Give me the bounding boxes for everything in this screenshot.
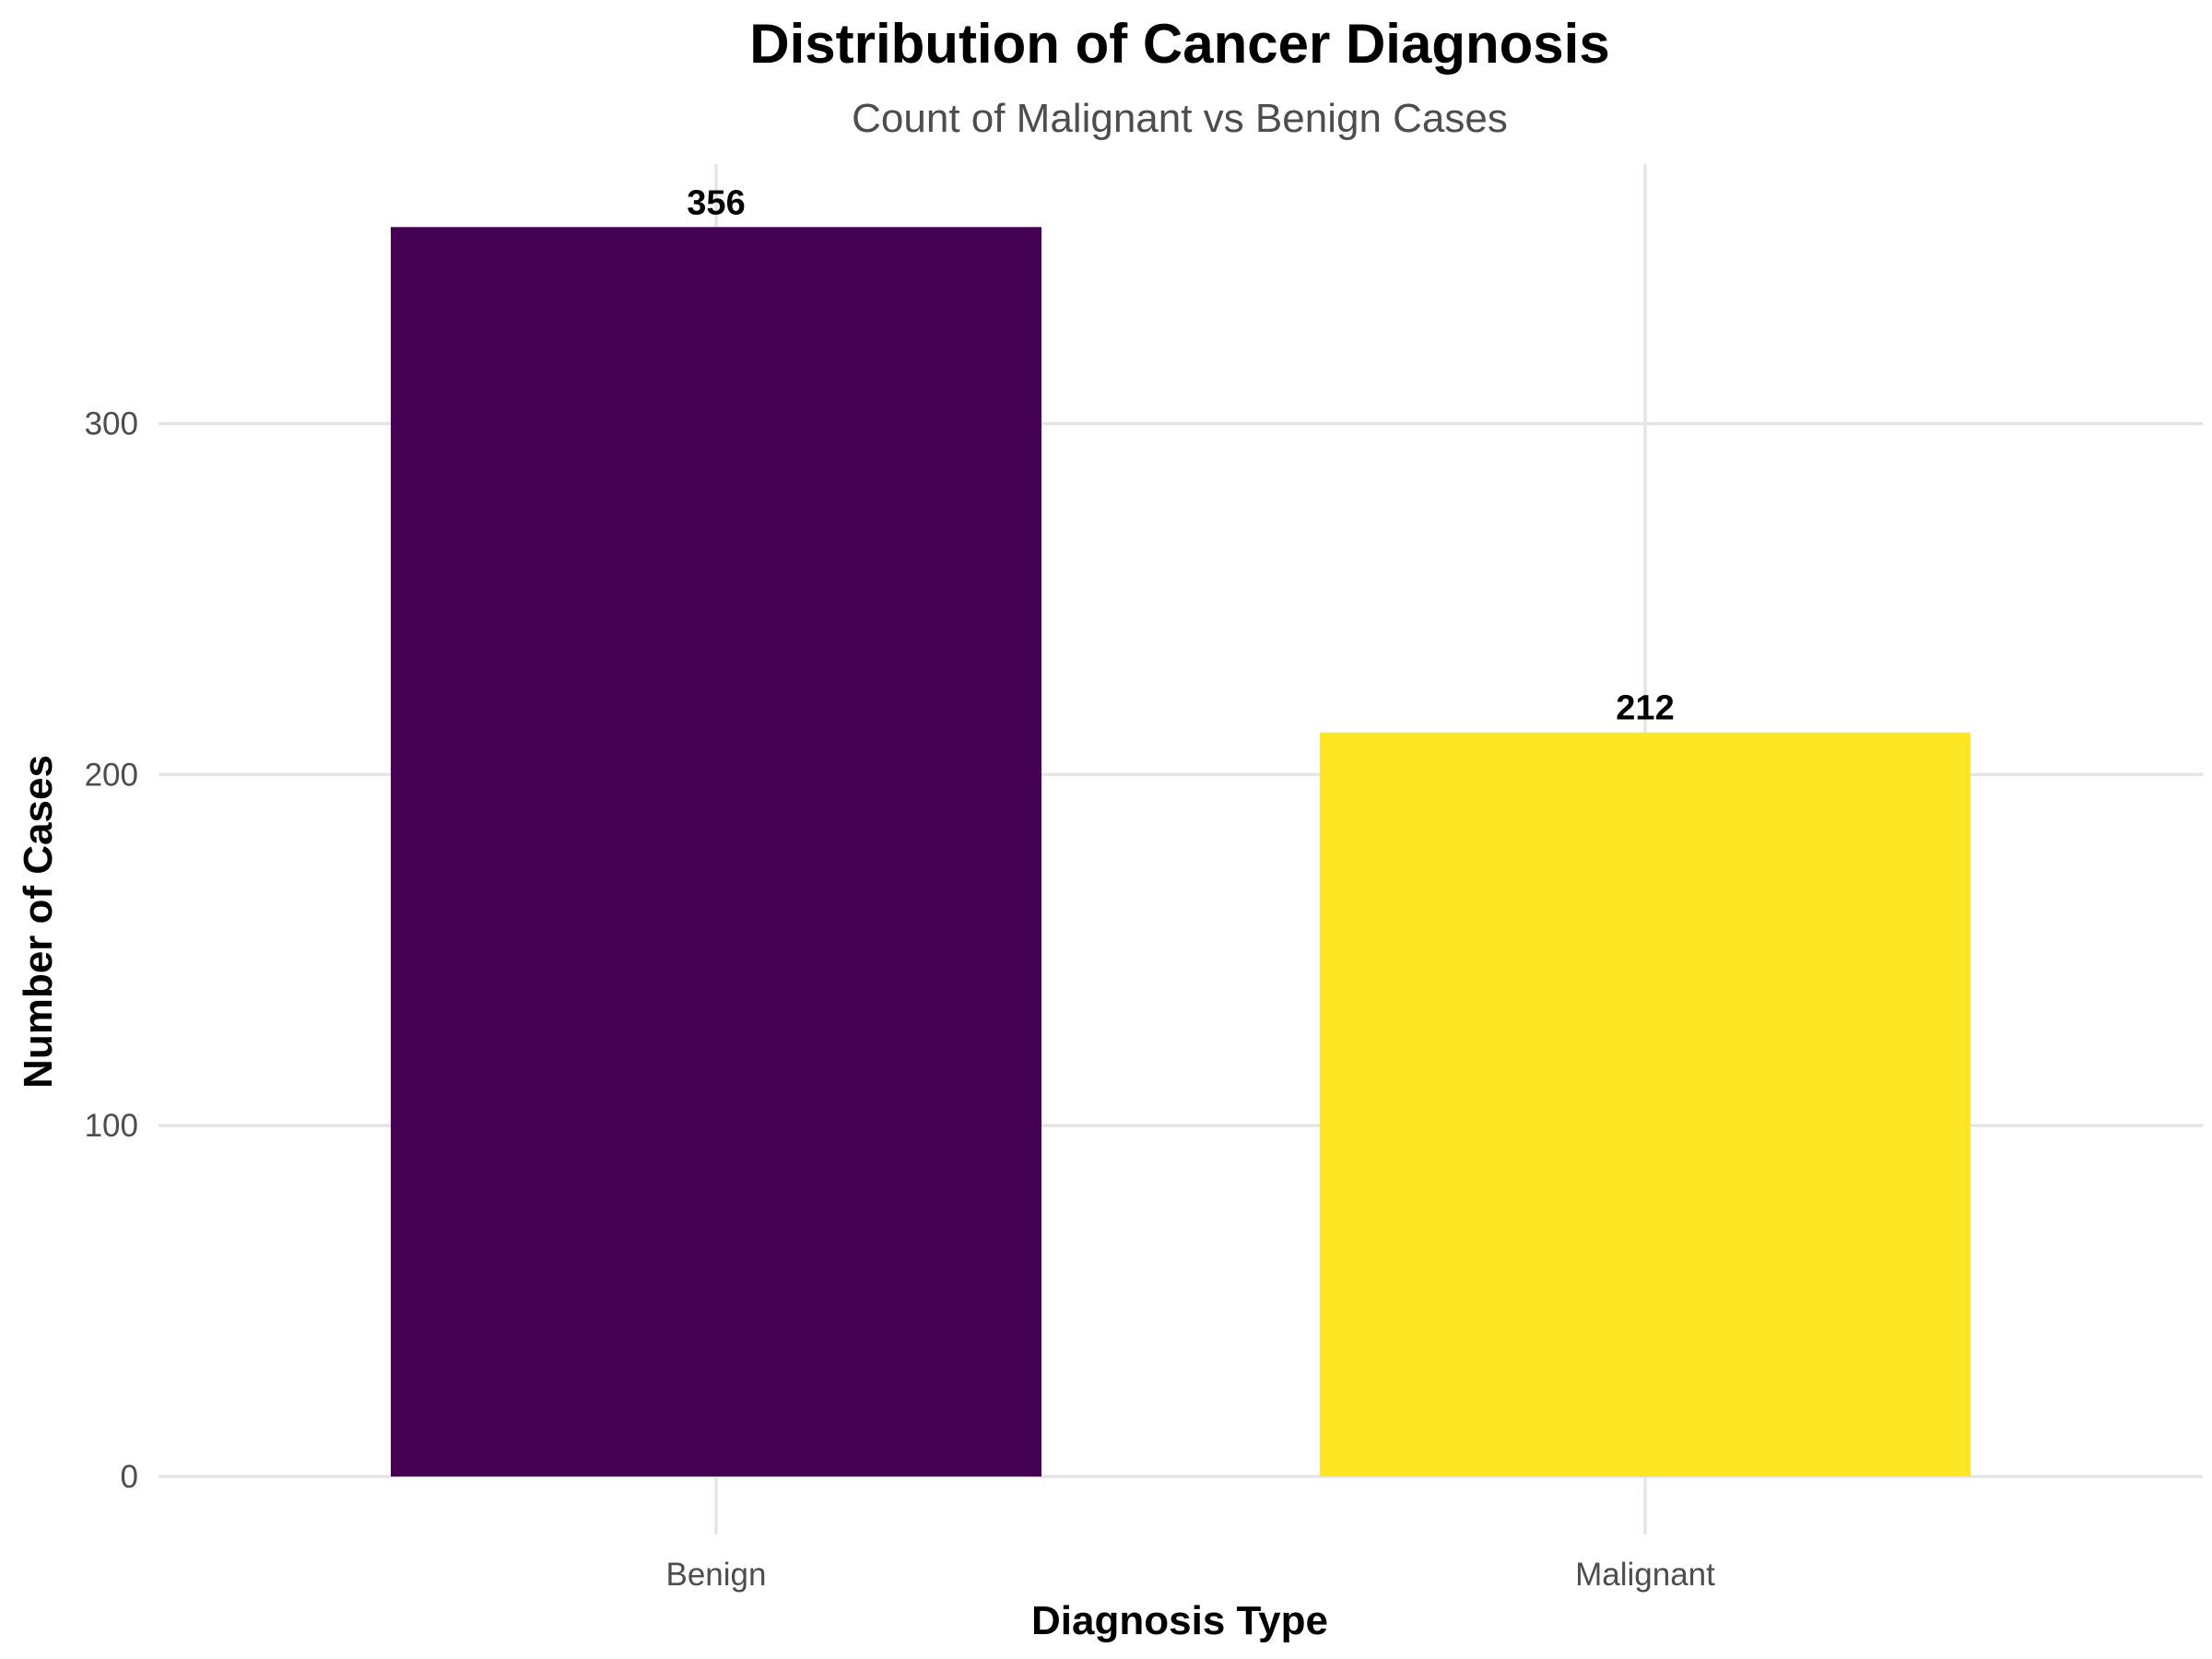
bar-value-label: 212 [1616, 689, 1674, 728]
bars [391, 227, 1971, 1477]
x-tick-label: Malignant [1575, 1557, 1715, 1593]
chart-title: Distribution of Cancer Diagnosis [749, 13, 1609, 75]
chart-subtitle: Count of Malignant vs Benign Cases [852, 96, 1508, 141]
x-tick-label: Benign [666, 1557, 767, 1593]
y-axis-title: Number of Cases [16, 755, 61, 1088]
y-tick-label: 300 [85, 406, 138, 442]
bar-value-label: 356 [687, 183, 745, 222]
x-axis-title: Diagnosis Type [1031, 1598, 1328, 1643]
y-tick-label: 100 [85, 1108, 138, 1144]
y-axis-ticks: 0 100 200 300 [85, 406, 138, 1495]
data-labels: 356 212 [687, 183, 1674, 727]
bar [1320, 732, 1971, 1477]
y-tick-label: 200 [85, 757, 138, 793]
x-axis-ticks: Benign Malignant [666, 1557, 1716, 1593]
bar [391, 227, 1041, 1477]
y-tick-label: 0 [121, 1459, 138, 1495]
